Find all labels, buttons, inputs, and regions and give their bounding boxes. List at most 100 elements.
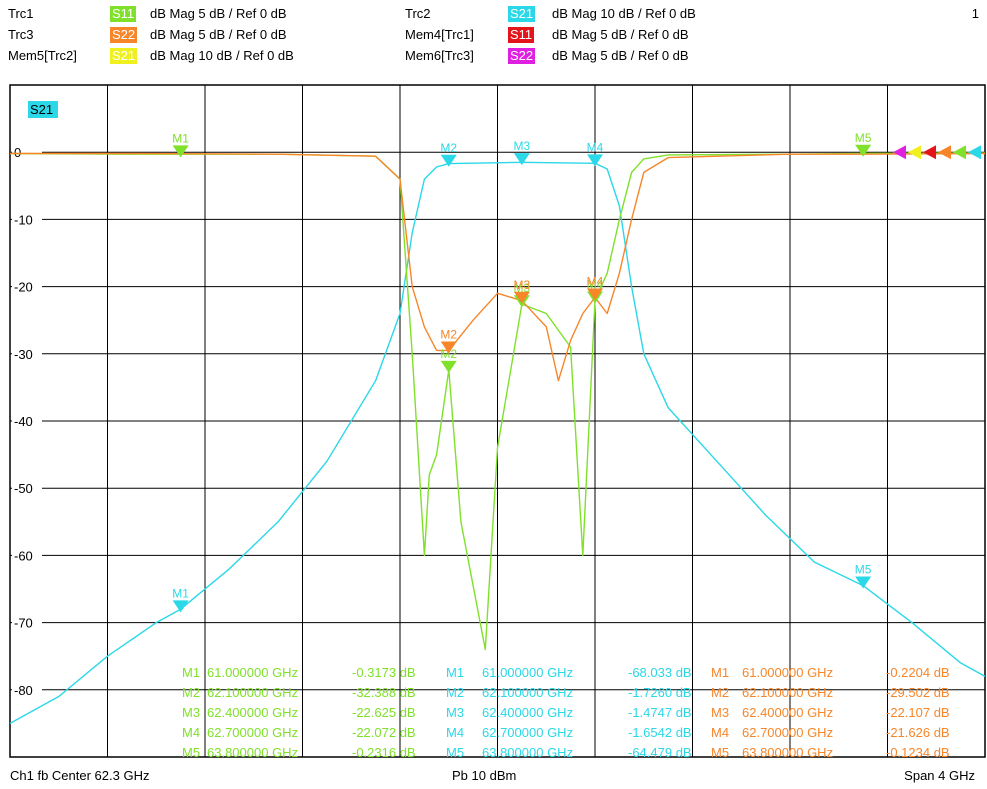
marker-readout-cell: 62.100000 GHz bbox=[482, 685, 573, 700]
trace-name[interactable]: Trc3 bbox=[8, 27, 34, 42]
marker-readout-cell: 62.700000 GHz bbox=[482, 725, 573, 740]
marker-readout-cell: -22.072 dB bbox=[352, 725, 416, 740]
reference-level-arrow bbox=[938, 145, 951, 160]
y-tick-label: -80 bbox=[14, 683, 33, 698]
y-tick-label: -30 bbox=[14, 347, 33, 362]
series-line-s21 bbox=[9, 161, 986, 725]
trace-header: Trc1 S11 dB Mag 5 dB / Ref 0 dB Trc2 S21 dB M… bbox=[0, 0, 987, 80]
y-tick-label: -20 bbox=[14, 280, 33, 295]
marker-readout-cell: -64.479 dB bbox=[628, 745, 692, 760]
marker-readout-cell: 63.800000 GHz bbox=[207, 745, 298, 760]
marker-triangle bbox=[587, 154, 603, 167]
footer-center-frequency: Ch1 fb Center 62.3 GHz bbox=[10, 768, 150, 783]
reference-level-arrow bbox=[893, 145, 906, 160]
marker-readout-cell: -0.1234 dB bbox=[886, 745, 950, 760]
marker-label: M5 bbox=[855, 562, 872, 576]
y-tick-label: -60 bbox=[14, 548, 33, 563]
trace-name[interactable]: Mem5[Trc2] bbox=[8, 48, 77, 63]
marker-readout-cell: -1.4747 dB bbox=[628, 705, 692, 720]
trace-name[interactable]: Trc1 bbox=[8, 6, 34, 21]
trace-format-scale[interactable]: dB Mag 5 dB / Ref 0 dB bbox=[552, 48, 689, 63]
active-trace-badge bbox=[28, 101, 58, 118]
trace-format-scale[interactable]: dB Mag 5 dB / Ref 0 dB bbox=[552, 27, 689, 42]
trace-parameter-badge[interactable]: S21 bbox=[110, 48, 138, 64]
marker-readout-cell: 62.400000 GHz bbox=[742, 705, 833, 720]
marker-readout-cell: -22.107 dB bbox=[886, 705, 950, 720]
marker-label: M2 bbox=[440, 141, 457, 155]
marker-readout-cell: 62.700000 GHz bbox=[742, 725, 833, 740]
marker-triangle bbox=[513, 291, 530, 304]
active-trace-label: S21 bbox=[30, 102, 53, 117]
marker-readout-cell: -1.7260 dB bbox=[628, 685, 692, 700]
marker-triangle bbox=[172, 145, 189, 158]
y-tick-label-bg bbox=[12, 345, 42, 361]
y-tick-label-bg bbox=[12, 211, 42, 227]
y-tick-label-bg bbox=[12, 144, 42, 160]
marker-label: M4 bbox=[587, 140, 604, 154]
marker-label: M3 bbox=[514, 139, 531, 153]
marker-readout-cell: -0.3173 dB bbox=[352, 665, 416, 680]
marker-readout-cell: M5 bbox=[182, 745, 200, 760]
marker-triangle bbox=[440, 360, 457, 373]
marker-readout-cell: M3 bbox=[182, 705, 200, 720]
y-tick-label-bg bbox=[12, 480, 42, 496]
y-tick-label-bg bbox=[12, 614, 42, 630]
marker-readout-cell: -29.502 dB bbox=[886, 685, 950, 700]
trace-name[interactable]: Mem4[Trc1] bbox=[405, 27, 474, 42]
marker-readout-cell: M4 bbox=[182, 725, 200, 740]
trace-parameter-badge[interactable]: S21 bbox=[508, 6, 536, 22]
trace-format-scale[interactable]: dB Mag 5 dB / Ref 0 dB bbox=[150, 6, 287, 21]
trace-parameter-badge[interactable]: S22 bbox=[508, 48, 536, 64]
y-tick-label: -40 bbox=[14, 414, 33, 429]
trace-name[interactable]: Mem6[Trc3] bbox=[405, 48, 474, 63]
marker-readout-cell: -21.626 dB bbox=[886, 725, 950, 740]
marker-readout-cell: -0.2204 dB bbox=[886, 665, 950, 680]
trace-parameter-badge[interactable]: S11 bbox=[508, 27, 535, 43]
marker-label: M1 bbox=[172, 131, 189, 145]
marker-readout-cell: M4 bbox=[711, 725, 729, 740]
footer-bar: Ch1 fb Center 62.3 GHz Pb 10 dBm Span 4 … bbox=[0, 762, 987, 789]
marker-readout-cell: 61.000000 GHz bbox=[742, 665, 833, 680]
channel-number: 1 bbox=[971, 6, 979, 21]
marker-readout-cell: M3 bbox=[711, 705, 729, 720]
marker-readout-cell: -68.033 dB bbox=[628, 665, 692, 680]
marker-readout-cell: M3 bbox=[446, 705, 464, 720]
y-tick-label: -50 bbox=[14, 481, 33, 496]
trace-format-scale[interactable]: dB Mag 5 dB / Ref 0 dB bbox=[150, 27, 287, 42]
marker-label: M3 bbox=[514, 281, 531, 295]
marker-readout-cell: M5 bbox=[446, 745, 464, 760]
trace-format-scale[interactable]: dB Mag 10 dB / Ref 0 dB bbox=[150, 48, 294, 63]
marker-readout-cell: -1.6542 dB bbox=[628, 725, 692, 740]
marker-triangle bbox=[855, 144, 872, 157]
marker-label: M1 bbox=[172, 586, 189, 600]
marker-readout-cell: 62.400000 GHz bbox=[207, 705, 298, 720]
trace-parameter-badge[interactable]: S22 bbox=[110, 27, 138, 43]
marker-label: M4 bbox=[587, 275, 604, 289]
marker-triangle bbox=[172, 600, 189, 613]
marker-readout-cell: 62.100000 GHz bbox=[207, 685, 298, 700]
y-tick-label: -70 bbox=[14, 616, 33, 631]
trace-parameter-badge[interactable]: S11 bbox=[110, 6, 137, 22]
marker-readout-cell: M5 bbox=[711, 745, 729, 760]
reference-level-arrow bbox=[953, 145, 966, 160]
marker-readout-cell: 62.400000 GHz bbox=[482, 705, 573, 720]
marker-readout-cell: -22.625 dB bbox=[352, 705, 416, 720]
reference-level-arrow bbox=[908, 145, 921, 160]
series-line-s22 bbox=[10, 152, 986, 382]
y-tick-label-bg bbox=[12, 413, 42, 428]
marker-readout-cell: M2 bbox=[446, 685, 464, 700]
y-tick-label: 0 bbox=[14, 145, 21, 160]
reference-level-arrow bbox=[968, 145, 981, 160]
trace-format-scale[interactable]: dB Mag 10 dB / Ref 0 dB bbox=[552, 6, 696, 21]
marker-label: M2 bbox=[440, 327, 457, 341]
footer-power: Pb 10 dBm bbox=[452, 768, 517, 783]
marker-readout-cell: -0.2316 dB bbox=[352, 745, 416, 760]
marker-triangle bbox=[587, 288, 603, 301]
trace-name[interactable]: Trc2 bbox=[405, 6, 431, 21]
marker-readout-cell: M4 bbox=[446, 725, 464, 740]
marker-readout-cell: M2 bbox=[711, 685, 729, 700]
marker-triangle bbox=[440, 341, 457, 354]
marker-readout-cell: M2 bbox=[182, 685, 200, 700]
marker-triangle bbox=[440, 154, 457, 167]
